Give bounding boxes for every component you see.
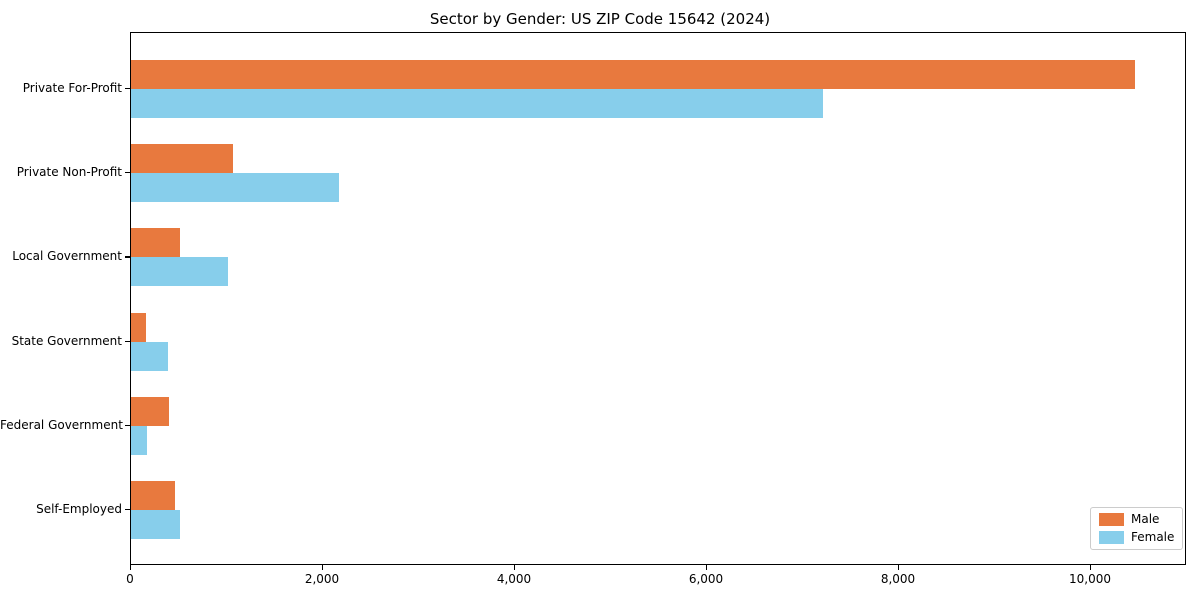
y-tick-mark — [125, 256, 130, 258]
x-tick-label: 0 — [126, 572, 134, 586]
x-tick-label: 10,000 — [1069, 572, 1111, 586]
legend-swatch-female — [1099, 531, 1124, 544]
legend-swatch-male — [1099, 513, 1124, 526]
bar-male-2 — [131, 228, 180, 258]
x-tick-label: 6,000 — [688, 572, 724, 586]
y-tick-label: Private For-Profit — [22, 81, 122, 95]
legend-label-female: Female — [1131, 530, 1175, 544]
y-tick-label: Self-Employed — [36, 502, 122, 516]
chart-title: Sector by Gender: US ZIP Code 15642 (202… — [429, 10, 771, 28]
x-tick-mark — [1090, 565, 1092, 570]
legend-item-female: Female — [1099, 531, 1174, 544]
bar-female-3 — [131, 341, 169, 371]
y-tick-label: Local Government — [12, 249, 122, 264]
bar-female-0 — [131, 89, 823, 118]
bar-male-1 — [131, 144, 233, 174]
y-tick-label: State Government — [11, 333, 122, 348]
legend: Male Female — [1090, 507, 1184, 550]
x-tick-label: 8,000 — [880, 572, 916, 586]
x-tick-mark — [898, 565, 900, 570]
x-tick-mark — [706, 565, 708, 570]
bar-male-3 — [131, 312, 147, 342]
y-tick-mark — [125, 340, 130, 342]
x-tick-label: 4,000 — [496, 572, 532, 586]
x-tick-label: 2,000 — [304, 572, 340, 586]
legend-label-male: Male — [1131, 512, 1160, 526]
y-tick-mark — [125, 172, 130, 174]
plot-area — [130, 32, 1186, 565]
bar-female-5 — [131, 510, 180, 539]
bar-female-2 — [131, 257, 228, 287]
bar-male-4 — [131, 396, 170, 426]
y-tick-mark — [125, 509, 130, 511]
bar-female-4 — [131, 425, 148, 455]
y-tick-label: Private Non-Profit — [16, 165, 122, 180]
y-tick-label: Federal Government — [0, 417, 123, 432]
bar-male-0 — [131, 60, 1136, 89]
x-tick-mark — [514, 565, 516, 570]
x-tick-mark — [130, 565, 132, 570]
bar-female-1 — [131, 173, 339, 203]
bar-male-5 — [131, 481, 176, 510]
legend-item-male: Male — [1099, 513, 1174, 526]
x-tick-mark — [322, 565, 324, 570]
y-tick-mark — [125, 88, 130, 90]
y-tick-mark — [125, 424, 130, 426]
